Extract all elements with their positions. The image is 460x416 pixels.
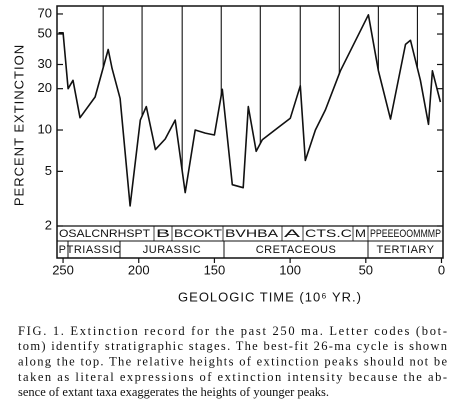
caption-line: tom) identify stratigraphic stages. The … [18,339,448,353]
y-tick-label: 20 [38,80,52,95]
period-label: CRETACEOUS [256,244,337,256]
x-tick-label: 0 [438,262,445,277]
x-tick-label: 200 [128,262,150,277]
period-label: TRIASSIC [67,244,122,256]
extinction-line [58,14,442,207]
x-tick-label: 100 [279,262,301,277]
y-tick-label: 50 [38,25,52,40]
x-tick-label: 150 [204,262,226,277]
stage-code: A [284,228,301,240]
y-tick-label: 70 [38,5,52,20]
y-tick-label: 10 [38,121,52,136]
stage-code: BCOKT [174,228,222,240]
x-tick-label: 250 [52,262,74,277]
y-tick-label: 5 [45,163,52,178]
period-label: P [59,244,67,256]
stage-code: B [156,228,170,240]
plot-frame [56,5,444,259]
stage-code: M [355,228,366,240]
stage-code: PPEEEOOMMMP [370,228,441,240]
y-tick-label: 2 [45,217,52,232]
y-axis-label: PERCENT EXTINCTION [11,44,26,206]
period-label: JURASSIC [143,244,201,256]
y-tick-label: 30 [38,56,52,71]
stage-code: OSALCNRHSPT [59,228,150,240]
stage-code: BVHBA [225,228,279,240]
x-axis-label: GEOLOGIC TIME (10⁶ YR.) [178,289,362,304]
x-tick-label: 50 [359,262,373,277]
caption-line: along the top. The relative heights of e… [18,354,447,368]
caption-line: FIG. 1. Extinction record for the past 2… [18,324,447,338]
caption-line: sence of extant taxa exaggerates the hei… [18,385,329,399]
period-label: TERTIARY [377,244,435,256]
stage-code: CTS.C [305,228,352,240]
caption-line: taken as literal expressions of extincti… [18,370,447,384]
